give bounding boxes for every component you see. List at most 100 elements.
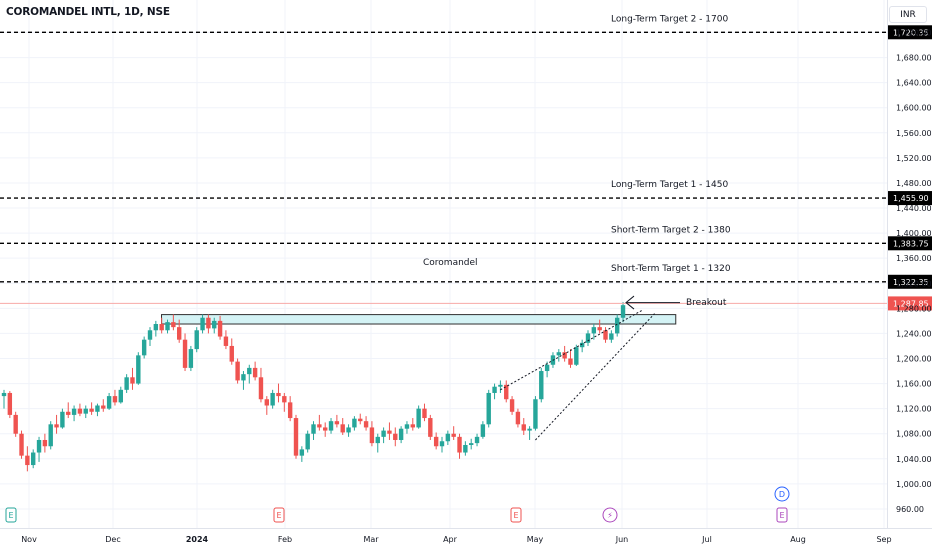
grid	[0, 0, 887, 528]
candle-body	[603, 330, 608, 340]
candle-body	[212, 320, 217, 329]
candle-body	[1, 392, 7, 397]
pattern-label: Coromandel	[423, 258, 478, 268]
candle	[25, 446, 30, 472]
y-tick-label: 1,600.00	[896, 104, 932, 113]
target-level-label: Short-Term Target 2 - 1380	[611, 225, 731, 235]
candle-body	[130, 377, 135, 384]
split-marker[interactable]	[602, 507, 618, 523]
candle	[410, 418, 415, 431]
candle	[591, 324, 597, 340]
candle-body	[451, 433, 456, 437]
candle-body	[393, 433, 398, 440]
candle	[311, 421, 316, 440]
candle	[387, 422, 392, 440]
annotations: Coromandel Breakout	[423, 258, 727, 310]
y-tick-label: 1,440.00	[896, 204, 932, 213]
candle-body	[398, 428, 404, 440]
time-axis[interactable]: Nov Dec 2024 Feb Mar Apr May Jun Jul Aug Sep	[0, 528, 932, 545]
candle-body	[556, 352, 561, 356]
candle-body	[620, 305, 626, 318]
y-tick-label: 1,200.00	[896, 354, 932, 363]
candle-body	[71, 408, 77, 415]
x-tick-label: Feb	[278, 535, 292, 544]
candle-body	[416, 408, 421, 428]
candle-body	[515, 411, 521, 425]
earnings-marker-symbol: E	[8, 511, 13, 520]
earnings-marker[interactable]	[5, 507, 17, 523]
candle-body	[480, 424, 486, 437]
candle-body	[615, 317, 620, 334]
candle	[474, 433, 480, 447]
candle	[620, 302, 626, 323]
candle	[416, 405, 421, 429]
candle-body	[7, 392, 13, 415]
candle-body	[463, 445, 468, 453]
y-tick-label: 1,560.00	[896, 129, 932, 138]
y-tick-label: 1,720.00	[896, 29, 932, 38]
candle-body	[533, 399, 538, 429]
earnings-marker-symbol: E	[276, 511, 281, 520]
candle	[603, 327, 608, 343]
candle	[346, 424, 351, 437]
candle	[252, 361, 258, 381]
candle	[165, 319, 170, 334]
candle-body	[299, 449, 305, 456]
x-tick-label: Nov	[21, 535, 37, 544]
candle	[258, 367, 264, 403]
candle-body	[375, 436, 380, 444]
candle-body	[165, 322, 170, 331]
candle-body	[83, 408, 88, 414]
candle-body	[141, 339, 147, 356]
candle-body	[597, 327, 602, 331]
candle	[381, 427, 386, 444]
candle	[574, 344, 579, 367]
candle	[36, 436, 42, 462]
earnings-marker-symbol: E	[513, 511, 518, 520]
candle-body	[159, 324, 164, 331]
candle-body	[60, 411, 65, 428]
earnings-marker[interactable]	[273, 507, 285, 523]
target-level-label: Long-Term Target 1 - 1450	[611, 180, 728, 190]
candle-body	[19, 433, 24, 456]
candle	[241, 371, 246, 390]
event-markers[interactable]: E E E ⚡ D E	[5, 486, 790, 523]
candle-body	[381, 430, 386, 437]
target-price-tag	[888, 236, 932, 251]
candle	[609, 330, 614, 343]
price-axis[interactable]: 960.00 1,000.00 1,040.00 1,080.00 1,120.00 1,…	[887, 0, 932, 528]
candle	[287, 396, 293, 422]
candle	[270, 389, 275, 409]
candle	[106, 392, 112, 410]
currency-button[interactable]: INR	[889, 6, 927, 23]
candle	[340, 418, 345, 435]
target-price-tag	[888, 274, 932, 289]
dividend-marker[interactable]	[774, 486, 790, 502]
earnings-marker[interactable]	[510, 507, 522, 523]
candle-body	[106, 396, 112, 409]
earnings-marker[interactable]	[776, 507, 788, 523]
candle	[615, 314, 620, 337]
candle	[89, 402, 94, 415]
candle-body	[352, 418, 357, 428]
y-tick-label: 1,280.00	[896, 304, 932, 313]
candle	[404, 421, 410, 434]
candle-body	[387, 430, 392, 434]
candle	[223, 330, 229, 350]
target-price-value: 1,383.75	[893, 239, 929, 248]
y-tick-label: 1,480.00	[896, 179, 932, 188]
candle-body	[229, 345, 234, 362]
candle	[188, 345, 194, 372]
candle-body	[177, 327, 182, 340]
candle-body	[340, 424, 345, 433]
x-tick-label: Mar	[363, 535, 379, 544]
candle	[521, 418, 526, 435]
candle-body	[574, 347, 579, 365]
candle-body	[206, 317, 211, 329]
candle	[147, 327, 153, 346]
y-tick-label: 1,160.00	[896, 380, 932, 389]
candle	[7, 391, 13, 419]
candle-body	[445, 433, 451, 442]
candle	[42, 433, 48, 453]
